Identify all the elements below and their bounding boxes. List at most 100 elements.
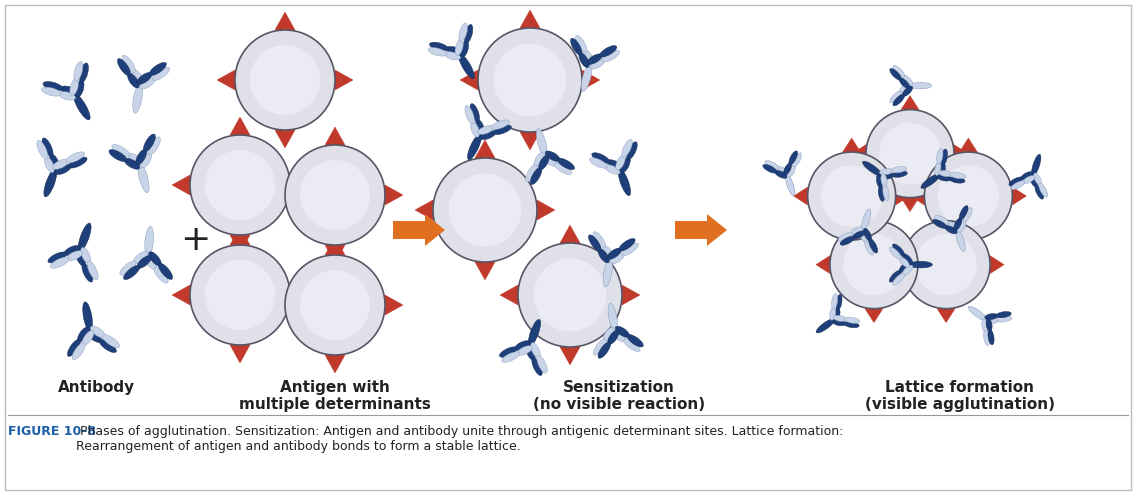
Polygon shape [901,198,919,212]
Ellipse shape [532,358,542,376]
Ellipse shape [75,250,85,266]
Polygon shape [217,70,235,90]
Ellipse shape [124,265,140,280]
Ellipse shape [579,53,590,68]
Polygon shape [229,235,250,253]
Ellipse shape [82,330,94,345]
Polygon shape [937,309,955,323]
Ellipse shape [152,67,169,80]
Ellipse shape [119,261,136,275]
Ellipse shape [59,92,75,100]
Polygon shape [172,285,190,305]
Ellipse shape [479,131,495,140]
Ellipse shape [478,28,582,132]
Ellipse shape [1022,176,1035,184]
Ellipse shape [608,303,617,331]
Ellipse shape [67,251,83,261]
Ellipse shape [77,327,90,342]
Ellipse shape [570,38,582,55]
Ellipse shape [859,230,868,243]
Ellipse shape [137,72,152,84]
Ellipse shape [470,121,479,137]
Ellipse shape [619,239,635,251]
Ellipse shape [149,252,161,266]
Ellipse shape [947,222,959,230]
Ellipse shape [833,320,846,326]
Ellipse shape [515,341,531,350]
Polygon shape [325,245,345,263]
Polygon shape [385,295,403,315]
Ellipse shape [866,109,954,198]
Polygon shape [843,138,861,152]
Ellipse shape [190,135,290,235]
Polygon shape [960,138,977,152]
Polygon shape [888,255,902,274]
Ellipse shape [67,339,81,356]
Ellipse shape [1035,185,1044,199]
Ellipse shape [843,234,904,296]
Ellipse shape [124,158,140,169]
Ellipse shape [36,141,48,159]
Polygon shape [623,285,640,305]
Ellipse shape [902,221,991,309]
Polygon shape [500,285,518,305]
Ellipse shape [536,129,546,156]
Ellipse shape [955,229,966,251]
Ellipse shape [863,228,871,241]
Ellipse shape [869,239,878,253]
Ellipse shape [250,45,320,115]
Ellipse shape [143,134,156,152]
Ellipse shape [902,86,912,97]
Ellipse shape [996,311,1011,318]
Ellipse shape [44,169,57,197]
Ellipse shape [44,156,55,173]
Polygon shape [520,10,540,28]
Polygon shape [460,70,478,90]
Ellipse shape [600,46,617,57]
Ellipse shape [285,255,385,355]
Ellipse shape [900,83,910,93]
Ellipse shape [590,59,604,69]
Ellipse shape [775,170,787,178]
Ellipse shape [478,126,493,135]
Ellipse shape [80,63,89,83]
Ellipse shape [984,330,989,346]
Ellipse shape [599,248,609,263]
Ellipse shape [996,316,1012,322]
Ellipse shape [916,234,977,296]
Ellipse shape [602,246,613,260]
Ellipse shape [902,75,912,85]
Ellipse shape [90,326,106,338]
Ellipse shape [558,158,575,170]
Polygon shape [520,132,540,150]
Ellipse shape [66,152,85,163]
Ellipse shape [534,152,544,167]
Ellipse shape [1011,181,1025,190]
Ellipse shape [144,227,153,256]
Ellipse shape [429,42,449,51]
Ellipse shape [153,267,168,283]
Ellipse shape [879,123,941,185]
Ellipse shape [889,91,902,103]
Ellipse shape [428,48,446,56]
Ellipse shape [102,335,119,348]
Ellipse shape [55,164,70,175]
Polygon shape [560,347,580,365]
Text: Sensitization
(no visible reaction): Sensitization (no visible reaction) [533,380,705,412]
Polygon shape [325,237,345,255]
Ellipse shape [821,165,883,227]
Ellipse shape [627,335,643,347]
Ellipse shape [300,160,370,230]
Polygon shape [275,130,295,148]
Ellipse shape [968,306,987,321]
Ellipse shape [621,140,633,157]
Ellipse shape [136,149,147,165]
Ellipse shape [985,313,997,320]
Ellipse shape [788,151,797,165]
Ellipse shape [300,270,370,340]
Ellipse shape [590,158,608,168]
Ellipse shape [285,145,385,245]
Ellipse shape [902,265,912,276]
Polygon shape [290,285,308,305]
Ellipse shape [834,315,846,321]
